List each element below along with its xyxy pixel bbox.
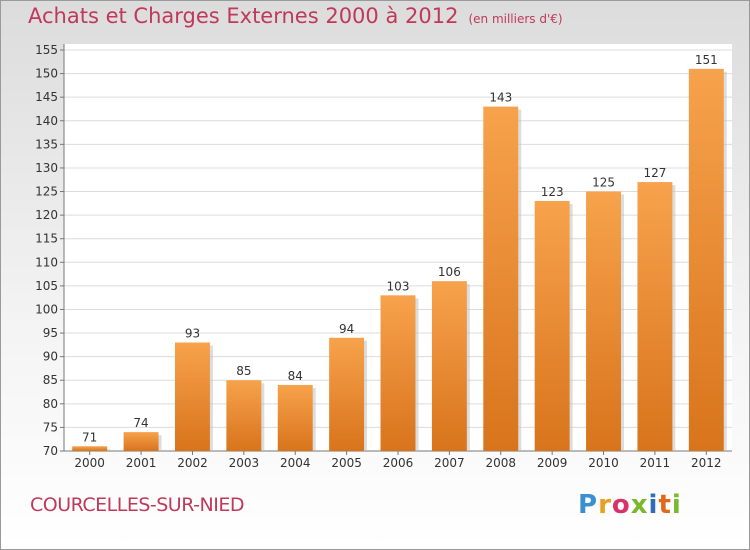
y-tick-label: 120	[35, 208, 58, 222]
y-tick-label: 135	[35, 137, 58, 151]
y-tick-label: 105	[35, 279, 58, 293]
y-tick-label: 130	[35, 161, 58, 175]
bar	[174, 342, 210, 451]
x-tick-label: 2005	[331, 456, 362, 470]
title-text: Achats et Charges Externes 2000 à 2012	[28, 4, 459, 28]
title-unit: (en milliers d'€)	[468, 12, 563, 26]
x-tick-label: 2004	[280, 456, 311, 470]
x-tick-label: 2008	[485, 456, 516, 470]
bar-value-label: 74	[133, 416, 148, 430]
x-tick-label: 2012	[691, 456, 722, 470]
x-tick-label: 2009	[537, 456, 568, 470]
y-tick-label: 145	[35, 90, 58, 104]
bar	[72, 446, 108, 451]
bar-value-label: 85	[236, 364, 251, 378]
y-tick-label: 75	[43, 420, 58, 434]
bar-value-label: 103	[387, 279, 410, 293]
y-tick-label: 110	[35, 255, 58, 269]
y-tick-label: 100	[35, 302, 58, 316]
bar	[277, 384, 313, 451]
bar-value-label: 143	[489, 91, 512, 105]
bar-value-label: 93	[185, 326, 200, 340]
bar-value-label: 125	[592, 176, 615, 190]
proxiti-logo: Proxiti	[578, 490, 682, 520]
y-tick-label: 90	[43, 350, 58, 364]
y-tick-label: 125	[35, 185, 58, 199]
bar-value-label: 106	[438, 265, 461, 279]
bar	[380, 295, 416, 451]
y-tick-label: 70	[43, 444, 58, 458]
place-name: COURCELLES-SUR-NIED	[30, 494, 244, 516]
bar	[534, 200, 570, 451]
x-tick-label: 2003	[229, 456, 260, 470]
bar	[688, 68, 724, 451]
chart-title: Achats et Charges Externes 2000 à 2012 (e…	[28, 4, 563, 28]
y-tick-label: 85	[43, 373, 58, 387]
y-tick-label: 115	[35, 232, 58, 246]
bar-value-label: 94	[339, 322, 354, 336]
bar-value-label: 71	[82, 430, 97, 444]
bar	[123, 432, 159, 451]
x-tick-label: 2010	[588, 456, 619, 470]
x-tick-label: 2001	[126, 456, 157, 470]
x-tick-label: 2006	[383, 456, 414, 470]
x-tick-label: 2007	[434, 456, 465, 470]
bar-value-label: 151	[695, 53, 718, 67]
bar	[637, 182, 673, 451]
y-tick-label: 155	[35, 43, 58, 57]
y-tick-label: 80	[43, 397, 58, 411]
bar	[329, 337, 365, 451]
bar-chart: 70 75 80 85 90 95 100 105 110 115 120 125 130 135 140 1…	[35, 43, 732, 470]
x-tick-label: 2000	[74, 456, 105, 470]
y-tick-label: 150	[35, 67, 58, 81]
bar-value-label: 123	[541, 185, 564, 199]
x-tick-label: 2011	[640, 456, 671, 470]
bar	[483, 106, 519, 452]
bar-value-label: 127	[643, 166, 666, 180]
bar	[226, 380, 262, 451]
y-tick-label: 140	[35, 114, 58, 128]
y-tick-label: 95	[43, 326, 58, 340]
bar	[431, 281, 467, 451]
x-tick-label: 2002	[177, 456, 208, 470]
bar	[586, 191, 622, 451]
bar-value-label: 84	[288, 369, 303, 383]
